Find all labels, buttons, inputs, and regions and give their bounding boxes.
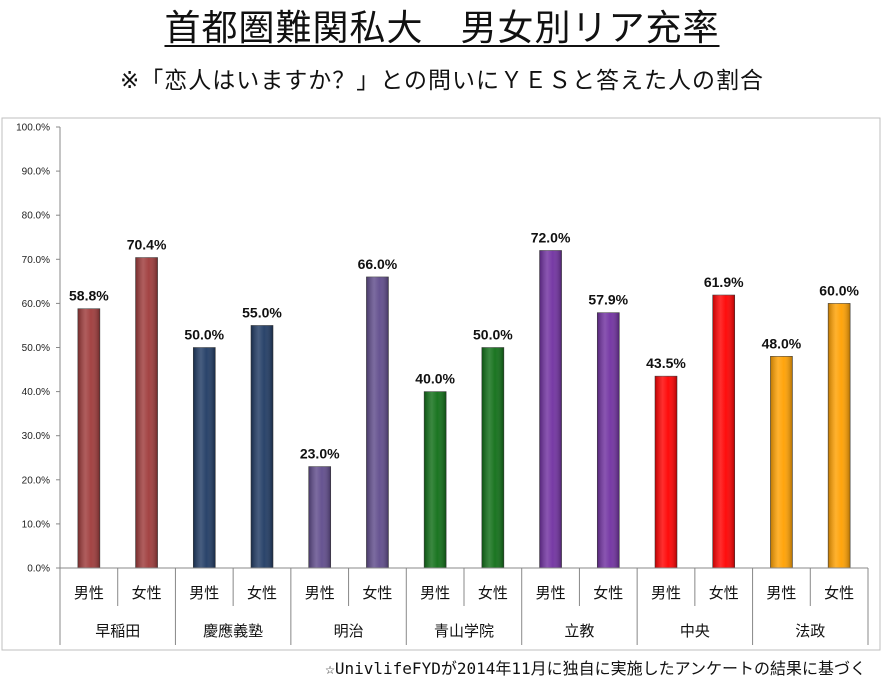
bar-shading bbox=[712, 295, 735, 568]
bar-shading bbox=[597, 312, 620, 568]
data-label: 61.9% bbox=[704, 274, 744, 290]
bar-shading bbox=[135, 257, 158, 568]
y-tick-label: 30.0% bbox=[22, 431, 50, 442]
sex-label: 女性 bbox=[247, 584, 277, 602]
sex-label: 男性 bbox=[305, 584, 335, 602]
university-label: 明治 bbox=[334, 622, 364, 640]
university-label: 中央 bbox=[680, 622, 710, 640]
sex-label: 女性 bbox=[362, 584, 392, 602]
sex-label: 女性 bbox=[824, 584, 854, 602]
bar-shading bbox=[77, 308, 100, 568]
bar-shading bbox=[770, 356, 793, 568]
bar-shading bbox=[424, 391, 447, 568]
data-label: 40.0% bbox=[415, 371, 455, 387]
y-tick-label: 60.0% bbox=[22, 299, 50, 310]
sex-label: 男性 bbox=[651, 584, 681, 602]
data-label: 72.0% bbox=[531, 229, 571, 245]
sex-label: 女性 bbox=[478, 584, 508, 602]
y-tick-label: 10.0% bbox=[22, 519, 50, 530]
chart-title: 首都圏難関私大 男女別リア充率 bbox=[0, 6, 884, 52]
data-label: 50.0% bbox=[184, 327, 224, 343]
data-label: 70.4% bbox=[127, 237, 167, 253]
data-label: 66.0% bbox=[358, 256, 398, 272]
sex-label: 女性 bbox=[132, 584, 162, 602]
bar-shading bbox=[828, 303, 851, 568]
data-label: 58.8% bbox=[69, 288, 109, 304]
bar-shading bbox=[481, 347, 504, 568]
university-label: 慶應義塾 bbox=[203, 622, 263, 640]
university-label: 青山学院 bbox=[434, 622, 494, 640]
sex-label: 男性 bbox=[766, 584, 796, 602]
source-note: ☆UnivlifeFYDが2014年11月に独自に実施したアンケートの結果に基づ… bbox=[325, 659, 866, 678]
sex-label: 男性 bbox=[536, 584, 566, 602]
data-label: 50.0% bbox=[473, 327, 513, 343]
sex-label: 女性 bbox=[593, 584, 623, 602]
bar-shading bbox=[655, 376, 677, 568]
data-label: 55.0% bbox=[242, 304, 282, 320]
y-tick-label: 50.0% bbox=[22, 343, 50, 354]
data-label: 43.5% bbox=[646, 355, 686, 371]
bar-shading bbox=[366, 276, 389, 568]
sex-label: 女性 bbox=[709, 584, 739, 602]
y-tick-label: 90.0% bbox=[22, 167, 50, 178]
y-tick-label: 20.0% bbox=[22, 475, 50, 486]
y-tick-label: 0.0% bbox=[27, 564, 50, 575]
university-label: 早稲田 bbox=[95, 622, 140, 640]
university-label: 立教 bbox=[564, 622, 594, 640]
data-label: 60.0% bbox=[819, 282, 859, 298]
y-tick-label: 40.0% bbox=[22, 387, 50, 398]
chart-title-text: 首都圏難関私大 男女別リア充率 bbox=[164, 8, 720, 49]
data-label: 48.0% bbox=[762, 335, 802, 351]
chart-subtitle: ※「恋人はいますか？」との問いにＹＥＳと答えた人の割合 bbox=[119, 68, 765, 94]
bar-shading bbox=[193, 347, 216, 568]
y-tick-label: 100.0% bbox=[16, 123, 50, 134]
bar-shading bbox=[251, 325, 273, 568]
bar-shading bbox=[308, 466, 331, 568]
chart-frame bbox=[1, 117, 881, 651]
sex-label: 男性 bbox=[420, 584, 450, 602]
y-tick-label: 80.0% bbox=[22, 211, 50, 222]
sex-label: 男性 bbox=[189, 584, 219, 602]
sex-label: 男性 bbox=[74, 584, 104, 602]
data-label: 57.9% bbox=[588, 292, 628, 308]
y-tick-label: 70.0% bbox=[22, 255, 50, 266]
data-label: 23.0% bbox=[300, 446, 340, 462]
university-label: 法政 bbox=[795, 622, 825, 640]
bar-shading bbox=[539, 250, 562, 569]
